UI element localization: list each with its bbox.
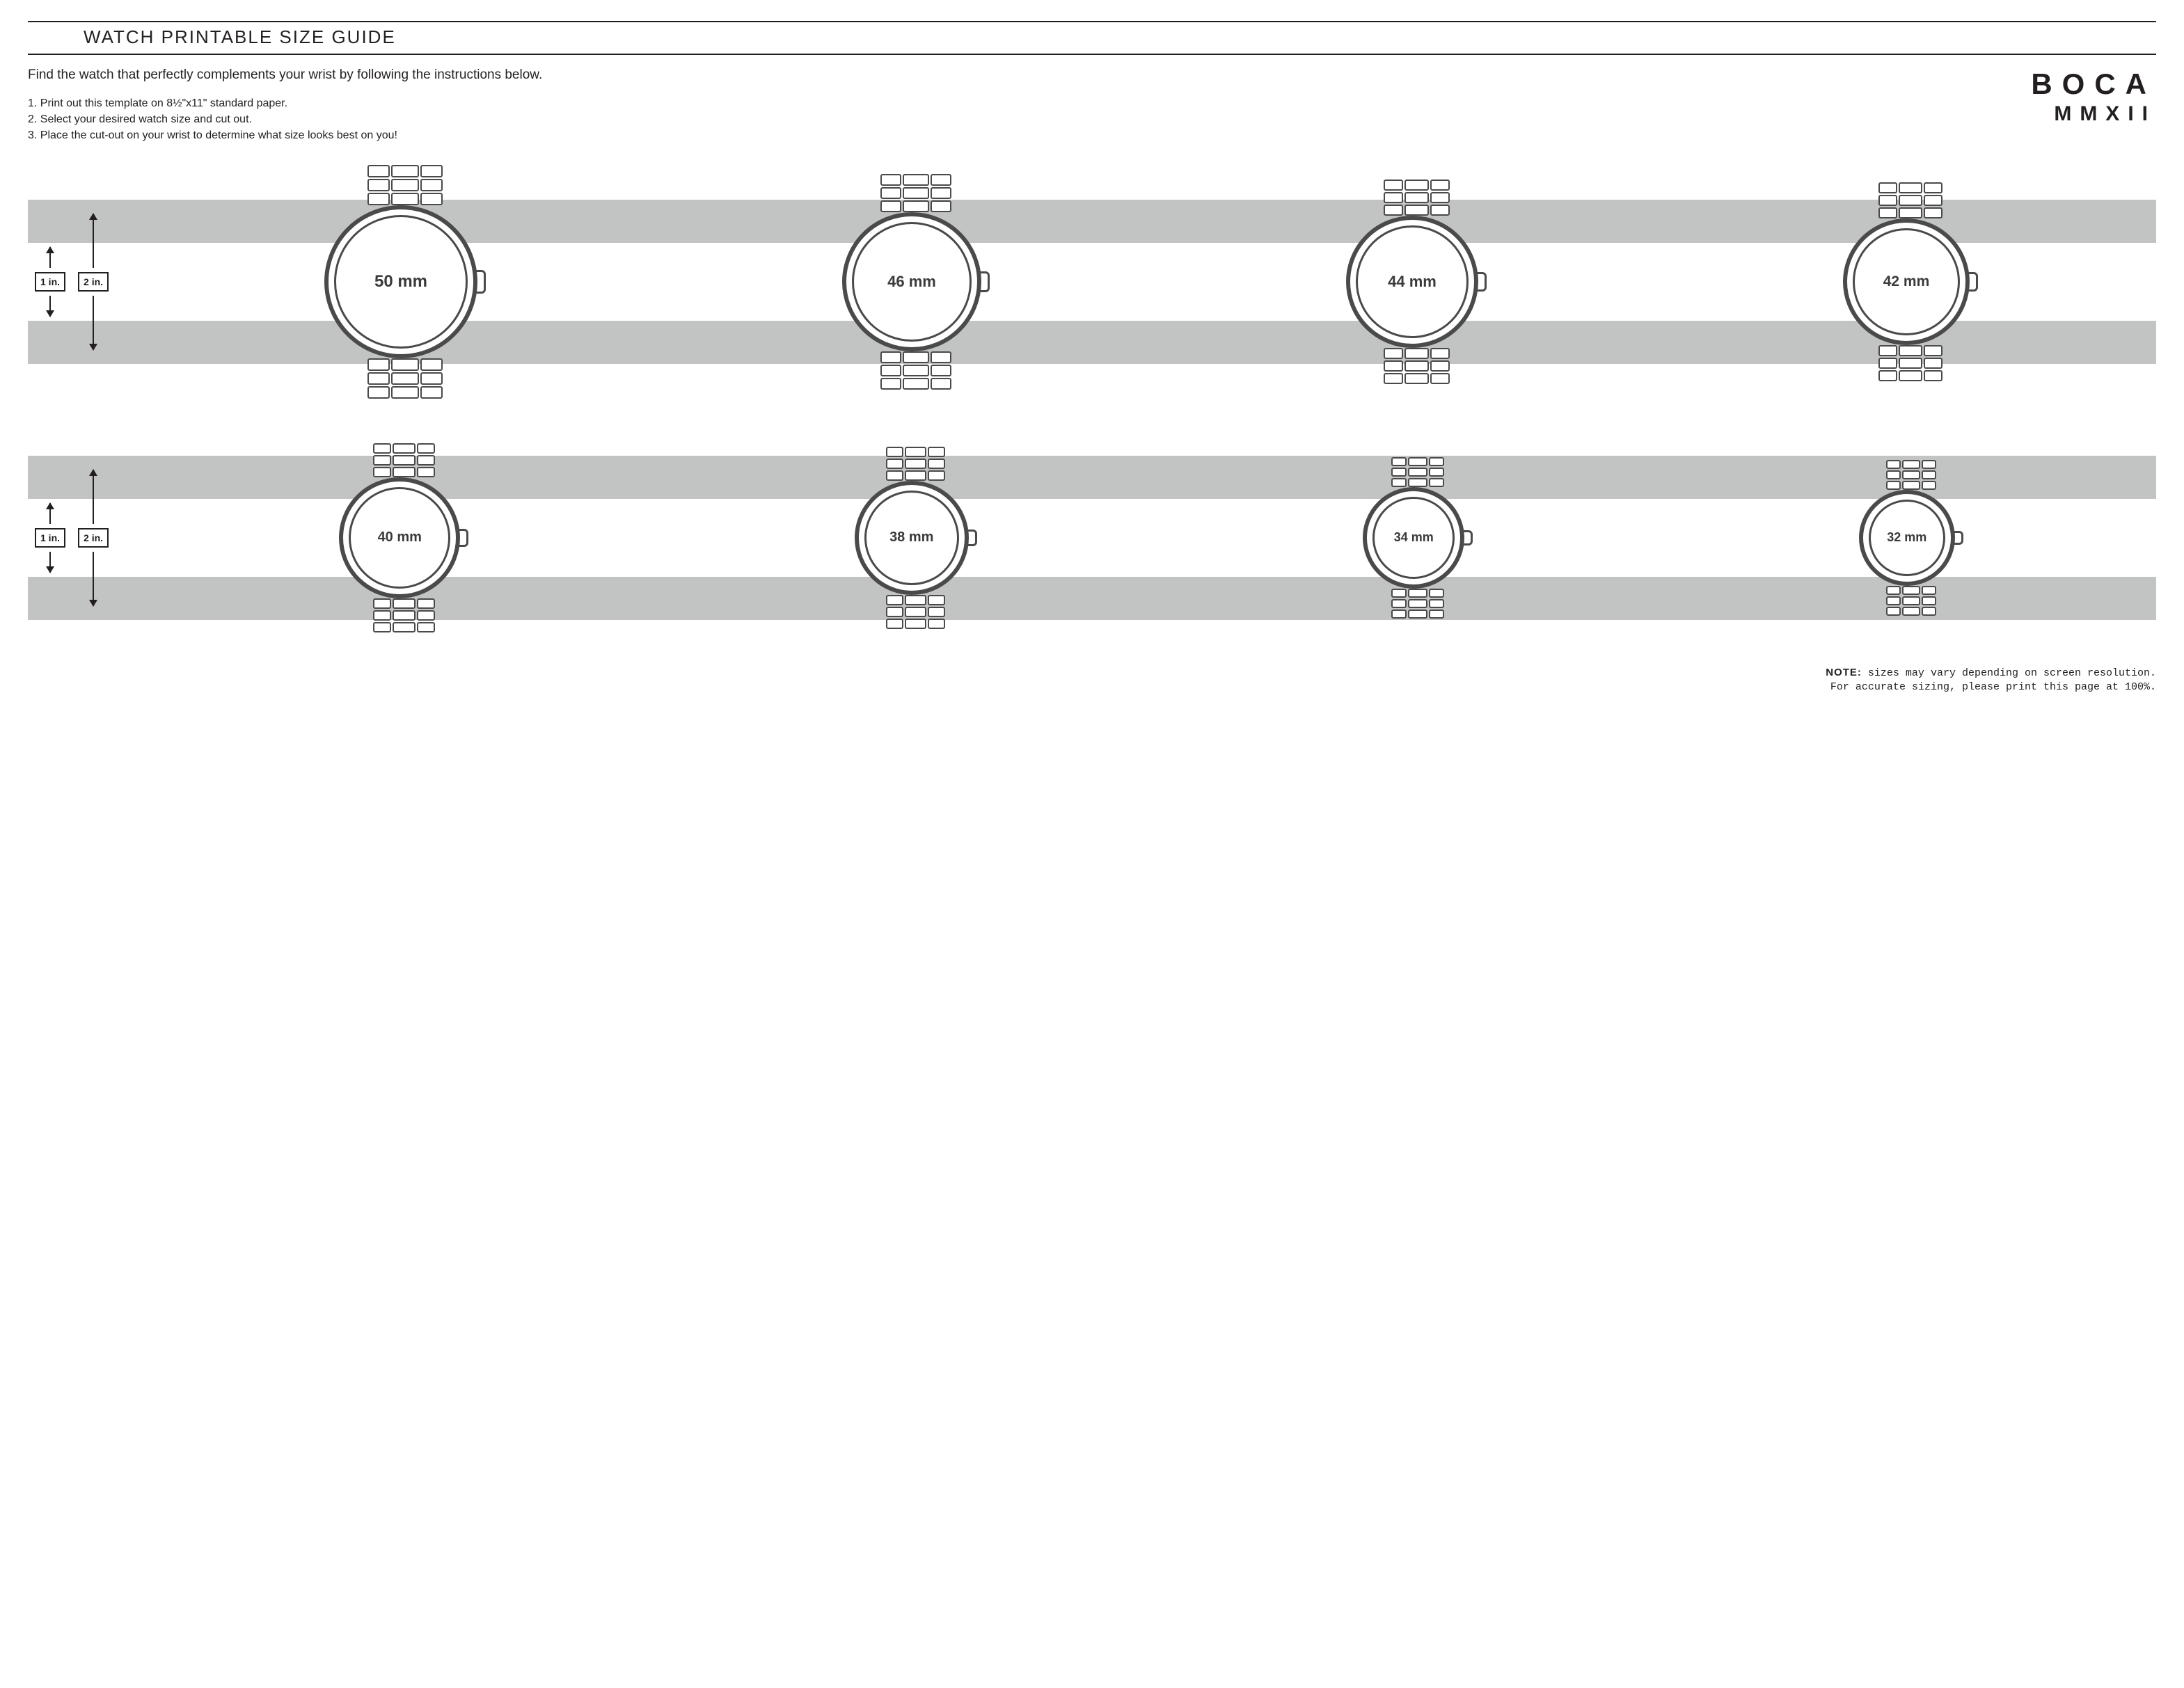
footnote: NOTE: sizes may vary depending on screen… bbox=[28, 666, 2156, 695]
watch-band bbox=[1878, 182, 1942, 218]
watch-face-wrap: 44 mm bbox=[1346, 216, 1487, 348]
ruler-label: 1 in. bbox=[35, 528, 65, 548]
watch-face-wrap: 38 mm bbox=[855, 481, 977, 595]
ruler: 1 in. bbox=[35, 503, 65, 573]
ruler-group: 1 in. 2 in. bbox=[28, 214, 146, 350]
steps-list: 1. Print out this template on 8½"x11" st… bbox=[28, 95, 2003, 144]
watch: 42 mm bbox=[1843, 182, 1978, 381]
watch-bezel: 38 mm bbox=[855, 481, 969, 595]
watch-size-label: 44 mm bbox=[1388, 273, 1437, 291]
brand-line1: BOCA bbox=[2031, 67, 2156, 101]
watch-face-wrap: 32 mm bbox=[1859, 490, 1963, 586]
ruler: 2 in. bbox=[78, 470, 109, 606]
ruler: 2 in. bbox=[78, 214, 109, 350]
watch-band bbox=[880, 351, 951, 390]
lead-text: Find the watch that perfectly complement… bbox=[28, 67, 2003, 83]
watch-band bbox=[886, 447, 945, 481]
watch-band bbox=[373, 598, 435, 632]
ruler-label: 2 in. bbox=[78, 528, 109, 548]
watch-band bbox=[373, 443, 435, 477]
watch-crown-icon bbox=[1968, 272, 1978, 292]
watch: 50 mm bbox=[324, 165, 486, 399]
watch-size-label: 32 mm bbox=[1887, 530, 1926, 545]
watch-crown-icon bbox=[476, 270, 486, 294]
watch: 44 mm bbox=[1346, 180, 1487, 384]
watch-bezel: 44 mm bbox=[1346, 216, 1478, 348]
watch-band bbox=[367, 165, 443, 205]
ruler-group: 1 in. 2 in. bbox=[28, 470, 146, 606]
note-line1: sizes may vary depending on screen resol… bbox=[1862, 667, 2156, 679]
brand-line2: MMXII bbox=[2031, 102, 2156, 126]
watch-band bbox=[1391, 457, 1444, 487]
page-title: WATCH PRINTABLE SIZE GUIDE bbox=[28, 21, 2156, 55]
intro-row: Find the watch that perfectly complement… bbox=[28, 67, 2156, 144]
ruler-label: 1 in. bbox=[35, 272, 65, 292]
step-1: 1. Print out this template on 8½"x11" st… bbox=[28, 95, 2003, 111]
watch-size-label: 50 mm bbox=[374, 272, 427, 292]
watch-bezel: 40 mm bbox=[339, 477, 460, 598]
watch: 46 mm bbox=[842, 174, 990, 390]
watch: 32 mm bbox=[1859, 460, 1963, 616]
watch-list: 50 mm 46 mm 44 mm 42 mm bbox=[146, 165, 2156, 399]
ruler-label: 2 in. bbox=[78, 272, 109, 292]
size-row: 1 in. 2 in. 40 mm 38 mm 34 mm 32 mm bbox=[28, 420, 2156, 656]
watch: 34 mm bbox=[1363, 457, 1473, 619]
watch-list: 40 mm 38 mm 34 mm 32 mm bbox=[146, 443, 2156, 632]
watch-bezel: 42 mm bbox=[1843, 218, 1970, 345]
watch-crown-icon bbox=[1954, 531, 1963, 545]
watch-band bbox=[367, 358, 443, 399]
watch-size-label: 34 mm bbox=[1394, 530, 1434, 545]
watch-band bbox=[1886, 586, 1936, 616]
watch-bezel: 34 mm bbox=[1363, 487, 1464, 589]
watch-band bbox=[1878, 345, 1942, 381]
ruler: 1 in. bbox=[35, 247, 65, 317]
row-content: 1 in. 2 in. 50 mm 46 mm 44 mm 42 mm bbox=[28, 164, 2156, 400]
watch-size-label: 38 mm bbox=[889, 530, 933, 546]
watch-size-label: 42 mm bbox=[1883, 273, 1930, 290]
watch-bezel: 32 mm bbox=[1859, 490, 1955, 586]
watch-band bbox=[1886, 460, 1936, 490]
watch-size-label: 40 mm bbox=[378, 530, 422, 546]
size-rows: 1 in. 2 in. 50 mm 46 mm 44 mm 42 mm 1 in. 2 in.… bbox=[28, 164, 2156, 656]
watch-crown-icon bbox=[459, 529, 468, 547]
watch-bezel: 46 mm bbox=[842, 212, 981, 351]
watch-band bbox=[1384, 348, 1450, 384]
watch-crown-icon bbox=[1477, 272, 1487, 292]
watch-band bbox=[880, 174, 951, 212]
intro-text: Find the watch that perfectly complement… bbox=[28, 67, 2003, 144]
watch-band bbox=[1391, 589, 1444, 619]
step-2: 2. Select your desired watch size and cu… bbox=[28, 111, 2003, 127]
watch: 40 mm bbox=[339, 443, 468, 632]
watch-crown-icon bbox=[967, 530, 977, 546]
size-row: 1 in. 2 in. 50 mm 46 mm 44 mm 42 mm bbox=[28, 164, 2156, 400]
watch-face-wrap: 34 mm bbox=[1363, 487, 1473, 589]
watch-bezel: 50 mm bbox=[324, 205, 477, 358]
watch: 38 mm bbox=[855, 447, 977, 629]
watch-band bbox=[1384, 180, 1450, 216]
watch-band bbox=[886, 595, 945, 629]
note-label: NOTE: bbox=[1826, 667, 1862, 678]
brand-logo: BOCA MMXII bbox=[2031, 67, 2156, 126]
watch-face-wrap: 46 mm bbox=[842, 212, 990, 351]
watch-crown-icon bbox=[1463, 530, 1473, 546]
watch-face-wrap: 40 mm bbox=[339, 477, 468, 598]
step-3: 3. Place the cut-out on your wrist to de… bbox=[28, 127, 2003, 143]
watch-face-wrap: 42 mm bbox=[1843, 218, 1978, 345]
watch-size-label: 46 mm bbox=[887, 273, 936, 291]
row-content: 1 in. 2 in. 40 mm 38 mm 34 mm 32 mm bbox=[28, 420, 2156, 656]
note-line2: For accurate sizing, please print this p… bbox=[1830, 681, 2156, 693]
watch-face-wrap: 50 mm bbox=[324, 205, 486, 358]
watch-crown-icon bbox=[980, 271, 990, 292]
